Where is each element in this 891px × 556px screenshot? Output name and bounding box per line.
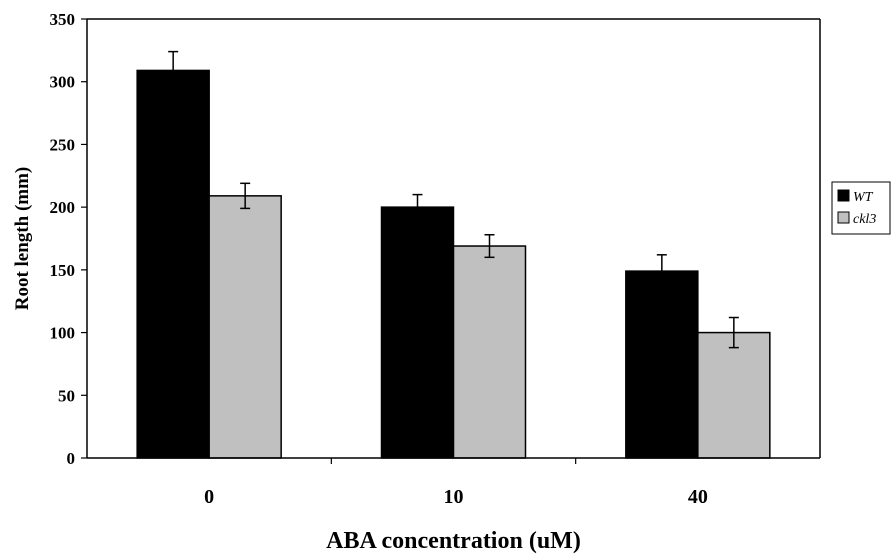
bar-ckl3-0 (208, 195, 282, 459)
x-category-label: 0 (204, 486, 214, 508)
y-tick-label: 300 (50, 73, 76, 92)
y-axis-title: Root length (mm) (12, 167, 33, 311)
y-tick-label: 0 (67, 449, 76, 468)
y-tick-label: 350 (50, 10, 76, 29)
x-category-label: 10 (444, 486, 464, 508)
bars-layer (136, 69, 771, 459)
error-bars-layer (168, 50, 739, 349)
bar-ckl3-40 (697, 331, 771, 459)
x-category-label: 40 (688, 486, 708, 508)
y-tick-label: 50 (58, 386, 75, 405)
y-tick-label: 100 (50, 324, 76, 343)
y-tick-label: 150 (50, 261, 76, 280)
axes-layer (86, 18, 821, 459)
legend: WT ckl3 (831, 181, 891, 235)
legend-swatch-wt (837, 189, 850, 202)
x-categories-layer: 0 10 40 (204, 458, 708, 508)
bar-wt-10 (380, 206, 455, 459)
bar-wt-0 (136, 69, 210, 459)
legend-label-ckl3: ckl3 (853, 212, 876, 227)
x-axis-title: ABA concentration (uM) (326, 528, 581, 554)
bar-ckl3-10 (452, 245, 527, 459)
legend-swatch-ckl3 (837, 211, 850, 224)
bar-wt-40 (625, 270, 699, 459)
y-tick-label: 250 (50, 135, 76, 154)
y-tick-label: 200 (50, 198, 76, 217)
legend-items: WT ckl3 (837, 189, 876, 227)
y-ticks-layer: 0 50 100 150 200 250 300 350 (50, 10, 87, 468)
legend-label-wt: WT (853, 190, 874, 205)
